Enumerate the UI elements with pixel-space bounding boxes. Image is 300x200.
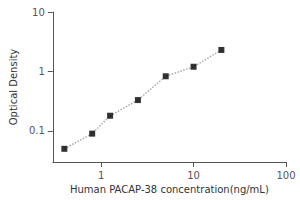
svg-text:1: 1 — [38, 66, 44, 77]
svg-text:Optical Density: Optical Density — [8, 49, 19, 126]
svg-text:0.1: 0.1 — [29, 125, 45, 136]
svg-text:10: 10 — [32, 7, 45, 18]
svg-text:Human PACAP-38 concentration(n: Human PACAP-38 concentration(ng/mL) — [70, 184, 269, 195]
svg-text:1: 1 — [98, 170, 104, 181]
svg-text:10: 10 — [187, 170, 200, 181]
svg-text:100: 100 — [276, 170, 295, 181]
